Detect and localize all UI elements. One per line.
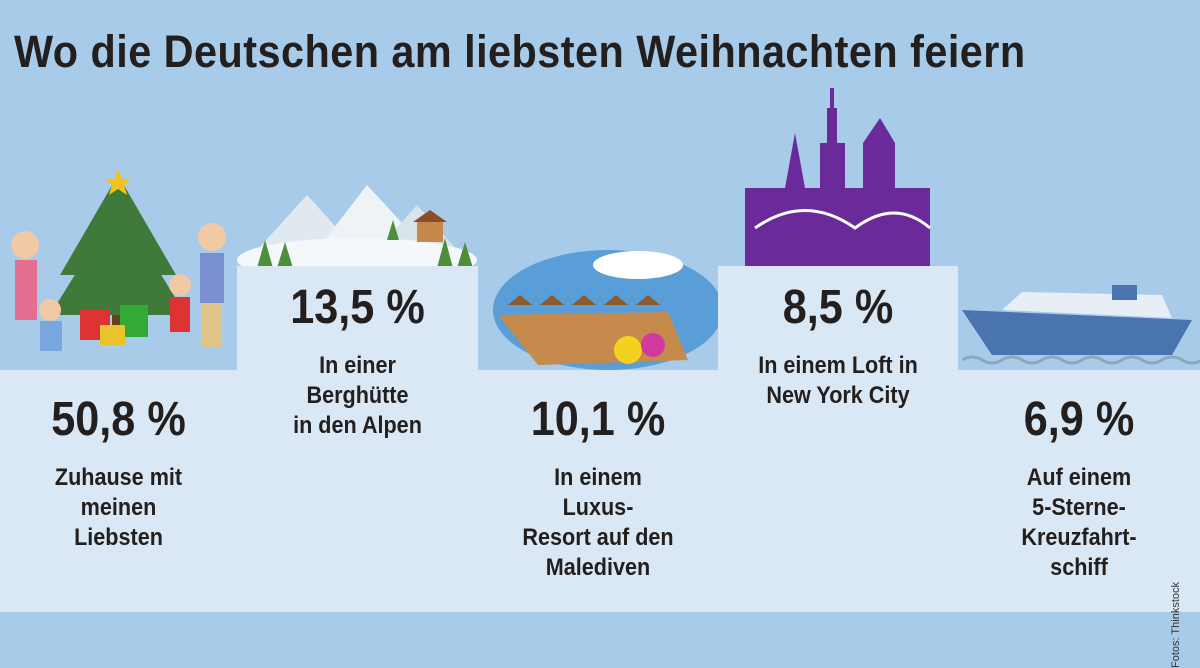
bar-kreuzfahrt: 6,9 % Auf einem 5-Sterne- Kreuzfahrt-schif… — [958, 370, 1200, 612]
page-title: Wo die Deutschen am liebsten Weihnachten… — [14, 26, 1026, 77]
value-label: 6,9 % — [1023, 393, 1135, 446]
category-label: In einem Loft in New York City — [758, 352, 918, 409]
bar-berghuette: 13,5 % In einer Berghütte in den Alpen — [237, 266, 478, 612]
cruise-ship-icon — [962, 285, 1200, 365]
value-label: 13,5 % — [290, 281, 425, 334]
photo-credit: Fotos: Thinkstock — [1170, 582, 1182, 668]
category-label: In einer Berghütte in den Alpen — [293, 352, 422, 439]
bar-new-york: 8,5 % In einem Loft in New York City — [718, 266, 958, 612]
alpine-hut-icon — [237, 185, 477, 270]
value-label: 8,5 % — [782, 281, 894, 334]
maldives-resort-icon — [493, 250, 718, 370]
bar-zuhause: 50,8 % Zuhause mit meinen Liebsten — [0, 370, 237, 612]
category-label: Zuhause mit meinen Liebsten — [54, 464, 183, 551]
category-label: Auf einem 5-Sterne- Kreuzfahrt-schiff — [1021, 464, 1137, 581]
family-christmas-tree-icon — [11, 169, 226, 351]
category-label: In einem Luxus- Resort auf den Malediven — [522, 464, 674, 581]
bar-malediven: 10,1 % In einem Luxus- Resort auf den Maled… — [478, 370, 718, 612]
new-york-skyline-icon — [745, 88, 931, 266]
value-label: 50,8 % — [51, 393, 186, 446]
value-label: 10,1 % — [530, 393, 666, 446]
